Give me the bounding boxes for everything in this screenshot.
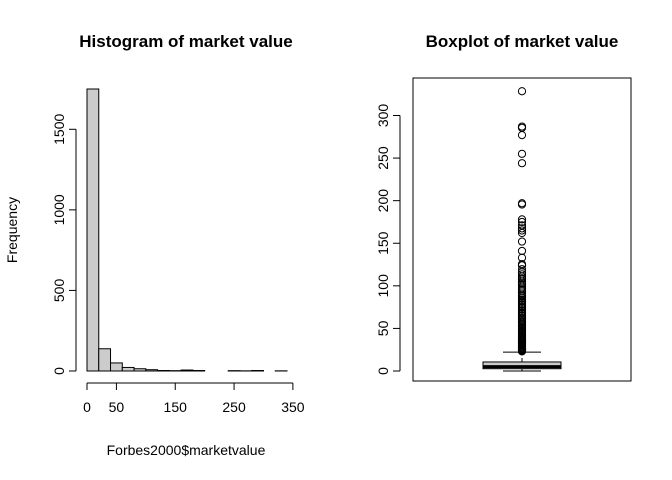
boxplot-outlier-point [517, 224, 527, 233]
histogram-bar [98, 348, 112, 372]
histogram-x-tick-label: 350 [281, 399, 305, 415]
histogram-x-tick-label: 0 [83, 399, 91, 415]
histogram-x-tick-label: 50 [109, 399, 125, 415]
boxplot-outlier-point [517, 347, 527, 356]
histogram-x-tick-label: 150 [164, 399, 188, 415]
boxplot-outlier-point [517, 130, 527, 140]
histogram-y-tick-label: 0 [51, 367, 67, 375]
boxplot-outlier-point [517, 226, 527, 235]
boxplot-y-tick-label: 250 [375, 146, 391, 170]
boxplot-y-tick-label: 0 [375, 367, 391, 375]
boxplot-outlier-point [517, 217, 527, 227]
boxplot-plot-frame [412, 77, 632, 382]
histogram-title: Histogram of market value [79, 32, 293, 51]
histogram-y-tick-label: 1000 [51, 194, 67, 225]
boxplot-outlier-point [517, 200, 527, 209]
boxplot-outlier-point [517, 215, 527, 224]
histogram-y-axis-label: Frequency [4, 197, 20, 263]
histogram-y-tick-label: 500 [51, 279, 67, 303]
boxplot-outlier-point [517, 87, 527, 96]
histogram-bar [133, 368, 147, 372]
boxplot-y-axis: 0 50 100 150 200 250 300 [375, 104, 401, 375]
boxplot-title: Boxplot of market value [426, 32, 619, 51]
histogram-bar [121, 366, 135, 372]
boxplot-body [482, 351, 562, 372]
boxplot-y-tick-label: 100 [375, 274, 391, 298]
histogram-x-tick-label: 250 [222, 399, 246, 415]
boxplot-outliers [517, 87, 527, 356]
boxplot-y-tick-label: 50 [375, 320, 391, 336]
boxplot-panel: Boxplot of market value 0 50 100 150 200 250 3… [375, 32, 632, 382]
boxplot-y-tick-label: 200 [375, 189, 391, 213]
histogram-bar [145, 369, 159, 372]
boxplot-outlier-point [517, 149, 527, 158]
boxplot-outlier-point [517, 228, 527, 238]
histogram-panel: Histogram of market value 0 50 150 250 350 0… [4, 32, 305, 458]
histogram-x-axis: 0 50 150 250 350 [83, 382, 305, 415]
boxplot-y-tick-label: 300 [375, 104, 391, 128]
boxplot-outlier-point [517, 246, 527, 256]
histogram-bar [110, 362, 123, 372]
histogram-bars [86, 88, 288, 372]
histogram-y-tick-label: 1500 [51, 114, 67, 145]
histogram-y-axis: 0 500 1000 1500 [51, 114, 77, 375]
boxplot-outlier-point [517, 159, 527, 168]
boxplot-outlier-point [517, 237, 527, 246]
histogram-x-axis-label: Forbes2000$marketvalue [107, 442, 266, 458]
boxplot-y-tick-label: 150 [375, 231, 391, 255]
histogram-bar [180, 369, 194, 372]
histogram-bar [86, 88, 100, 372]
